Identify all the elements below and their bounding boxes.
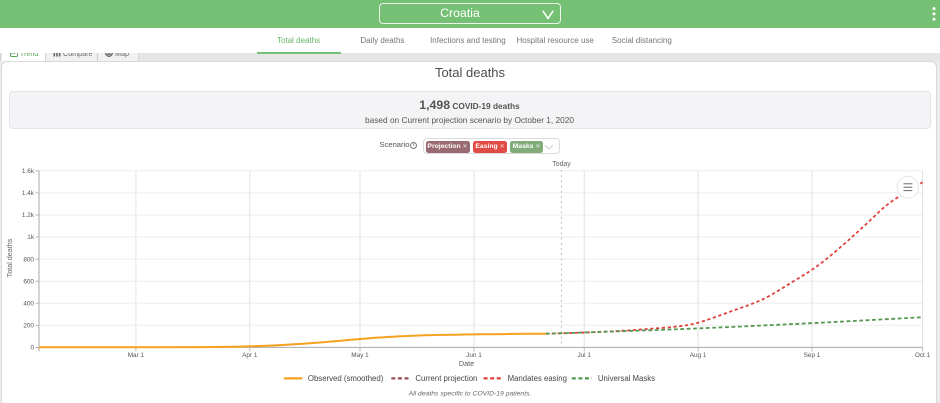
- svg-text:Aug 1: Aug 1: [690, 352, 707, 359]
- svg-text:Oct 1: Oct 1: [915, 352, 931, 359]
- svg-text:1.6k: 1.6k: [22, 168, 35, 175]
- svg-text:Today: Today: [552, 161, 571, 168]
- svg-text:Observed (smoothed): Observed (smoothed): [308, 374, 384, 383]
- svg-text:Total deaths: Total deaths: [5, 238, 14, 277]
- svg-text:200: 200: [23, 323, 34, 330]
- svg-text:600: 600: [23, 278, 34, 285]
- svg-text:Mar 1: Mar 1: [128, 352, 145, 359]
- svg-text:Jun 1: Jun 1: [466, 352, 482, 359]
- svg-text:May 1: May 1: [351, 352, 369, 359]
- svg-text:1.4k: 1.4k: [22, 190, 35, 197]
- svg-text:Date: Date: [459, 359, 474, 368]
- svg-text:Mandates easing: Mandates easing: [508, 374, 567, 383]
- svg-text:Sep 1: Sep 1: [804, 352, 821, 359]
- svg-text:Current projection: Current projection: [415, 374, 477, 383]
- svg-text:All deaths specific to COVID-1: All deaths specific to COVID-19 patients…: [408, 391, 532, 398]
- svg-text:0: 0: [30, 345, 34, 352]
- svg-text:1.2k: 1.2k: [22, 212, 35, 219]
- svg-text:1k: 1k: [27, 234, 35, 241]
- svg-text:Universal Masks: Universal Masks: [598, 374, 655, 383]
- svg-text:Jul 1: Jul 1: [577, 352, 591, 359]
- svg-text:800: 800: [23, 256, 34, 263]
- svg-text:400: 400: [23, 300, 34, 307]
- svg-text:Apr 1: Apr 1: [242, 352, 258, 359]
